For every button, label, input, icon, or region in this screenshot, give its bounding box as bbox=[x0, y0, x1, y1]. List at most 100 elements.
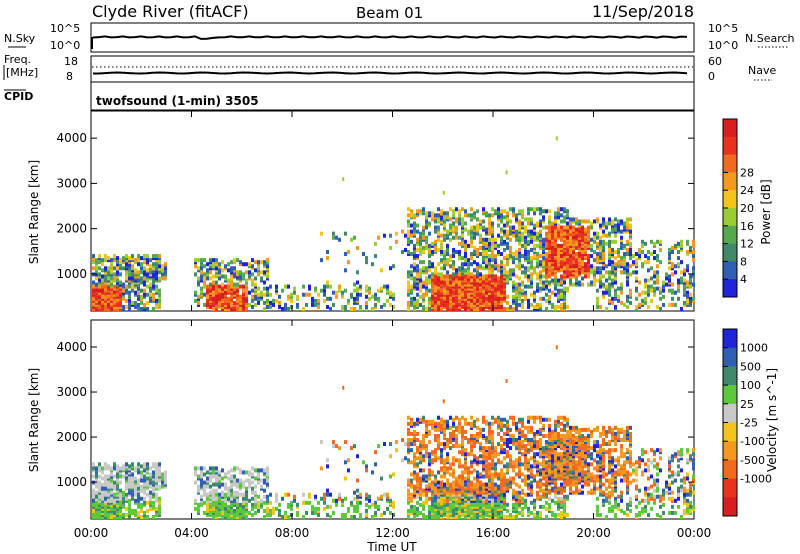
velocity-cell bbox=[461, 508, 464, 513]
power-cell bbox=[227, 280, 230, 285]
velocity-cell bbox=[482, 415, 485, 420]
power-cell bbox=[152, 278, 155, 283]
power-cell bbox=[539, 304, 542, 309]
velocity-cell bbox=[518, 490, 521, 495]
power-cell bbox=[587, 245, 590, 250]
velocity-cell bbox=[467, 490, 470, 495]
power-cell bbox=[539, 274, 542, 279]
power-cell bbox=[635, 276, 638, 281]
power-cell bbox=[500, 260, 503, 265]
velocity-cell bbox=[218, 510, 221, 515]
power-cell bbox=[437, 225, 440, 230]
velocity-cell bbox=[431, 460, 434, 465]
power-cell bbox=[560, 294, 563, 299]
velocity-cell bbox=[314, 496, 317, 501]
velocity-cell bbox=[344, 512, 347, 517]
velocity-cell bbox=[503, 474, 506, 479]
power-cell bbox=[614, 262, 617, 267]
power-cell bbox=[260, 294, 263, 299]
power-cell bbox=[212, 286, 215, 291]
velocity-cell bbox=[518, 444, 521, 449]
velocity-cell bbox=[422, 474, 425, 479]
power-cell bbox=[644, 241, 647, 246]
velocity-cell bbox=[257, 508, 260, 513]
power-cell bbox=[413, 245, 416, 250]
velocity-cell bbox=[407, 482, 410, 487]
power-cell bbox=[104, 294, 107, 299]
velocity-cell bbox=[197, 466, 200, 471]
power-cell bbox=[599, 266, 602, 271]
power-cell bbox=[617, 264, 620, 269]
power-cell bbox=[125, 304, 128, 309]
power-cell bbox=[569, 278, 572, 283]
power-cell bbox=[563, 249, 566, 254]
velocity-cell bbox=[236, 484, 239, 489]
velocity-cell bbox=[410, 438, 413, 443]
power-cell bbox=[443, 292, 446, 297]
power-cell bbox=[107, 282, 110, 287]
velocity-cell bbox=[431, 502, 434, 507]
velocity-cell bbox=[389, 500, 392, 505]
velocity-cell bbox=[485, 474, 488, 479]
velocity-cell bbox=[524, 482, 527, 487]
velocity-cell bbox=[512, 415, 515, 420]
velocity-cell bbox=[365, 496, 368, 501]
power-cell bbox=[635, 286, 638, 291]
velocity-cell bbox=[128, 506, 131, 511]
power-cell bbox=[155, 288, 158, 293]
power-cell bbox=[209, 284, 212, 289]
power-cell bbox=[635, 288, 638, 293]
velocity-cell bbox=[389, 474, 392, 479]
power-cell bbox=[623, 254, 626, 259]
power-cell bbox=[536, 231, 539, 236]
power-cell bbox=[554, 286, 557, 291]
power-cell bbox=[116, 288, 119, 293]
power-cell bbox=[440, 307, 443, 311]
velocity-cell bbox=[95, 502, 98, 507]
power-cell bbox=[458, 266, 461, 271]
velocity-cell bbox=[137, 466, 140, 471]
velocity-cell bbox=[473, 506, 476, 511]
velocity-cell bbox=[449, 490, 452, 495]
velocity-cell bbox=[140, 478, 143, 483]
power-cell bbox=[545, 274, 548, 279]
velocity-cell bbox=[110, 506, 113, 511]
power-cell bbox=[524, 227, 527, 232]
velocity-cell bbox=[104, 500, 107, 505]
power-cell bbox=[128, 266, 131, 271]
velocity-cell bbox=[251, 512, 254, 517]
velocity-cell bbox=[458, 425, 461, 430]
velocity-cell bbox=[503, 440, 506, 445]
velocity-cell bbox=[443, 435, 446, 440]
power-cell bbox=[410, 215, 413, 220]
power-cell bbox=[548, 215, 551, 220]
power-cell bbox=[440, 294, 443, 299]
velocity-cell bbox=[107, 476, 110, 481]
power-cell bbox=[101, 286, 104, 291]
power-cell bbox=[92, 286, 95, 291]
power-cell bbox=[500, 307, 503, 311]
velocity-cell bbox=[506, 444, 509, 449]
power-cell bbox=[563, 233, 566, 238]
power-cell bbox=[548, 227, 551, 232]
power-cell bbox=[107, 270, 110, 275]
velocity-cell bbox=[113, 506, 116, 511]
y-tick-label: 2000 bbox=[56, 222, 87, 236]
velocity-cell bbox=[92, 512, 95, 517]
power-cell bbox=[443, 249, 446, 254]
velocity-cell bbox=[203, 472, 206, 477]
power-cell bbox=[266, 274, 269, 279]
velocity-cell bbox=[515, 440, 518, 445]
power-cell bbox=[479, 296, 482, 301]
power-cell bbox=[626, 239, 629, 244]
velocity-cell bbox=[494, 498, 497, 503]
power-cell bbox=[659, 260, 662, 265]
velocity-cell bbox=[311, 506, 314, 511]
power-cell bbox=[215, 304, 218, 309]
velocity-cell bbox=[218, 500, 221, 505]
power-cell bbox=[530, 247, 533, 252]
power-cell bbox=[386, 284, 389, 289]
power-cell bbox=[194, 298, 197, 303]
power-cell bbox=[107, 304, 110, 309]
power-cell bbox=[545, 270, 548, 275]
